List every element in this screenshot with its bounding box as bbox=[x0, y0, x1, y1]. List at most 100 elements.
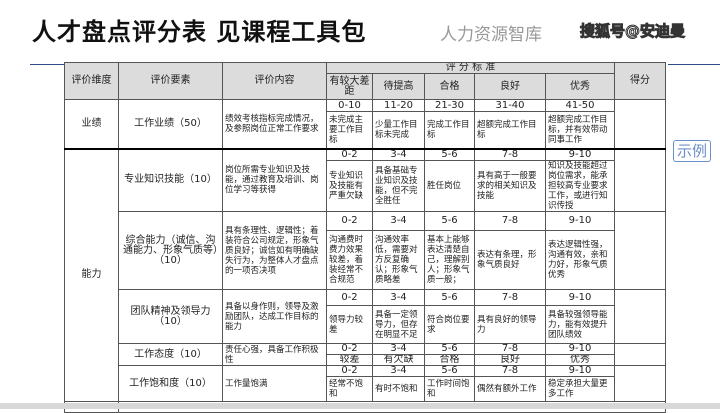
level-description: 表达逻辑性强，沟通有效，亲和力好，形象气质优秀 bbox=[545, 230, 615, 290]
score-range: 0-2 bbox=[326, 211, 373, 231]
score-range: 5-6 bbox=[424, 289, 475, 306]
score-range: 31-40 bbox=[474, 99, 546, 112]
header-level: 合格 bbox=[424, 73, 475, 100]
score-range: 3-4 bbox=[372, 289, 425, 306]
score-range: 3-4 bbox=[372, 365, 425, 377]
score-range: 41-50 bbox=[545, 99, 615, 112]
factor-cell: 工作饱和度（10） bbox=[118, 365, 223, 402]
score-range: 7-8 bbox=[474, 289, 546, 306]
header-standard: 评 分 标 准 bbox=[326, 62, 615, 74]
score-range: 5-6 bbox=[424, 343, 475, 355]
level-description: 合格 bbox=[424, 354, 475, 366]
score-input[interactable] bbox=[614, 365, 666, 402]
score-input[interactable] bbox=[614, 211, 666, 290]
header-score: 得分 bbox=[614, 62, 666, 100]
score-range: 5-6 bbox=[424, 365, 475, 377]
watermark-sohu: 搜狐号@安迪曼 bbox=[579, 22, 686, 41]
level-description: 有欠缺 bbox=[372, 354, 425, 366]
bottom-band bbox=[0, 403, 720, 409]
header-level: 良好 bbox=[474, 73, 546, 100]
score-range: 7-8 bbox=[474, 365, 546, 377]
level-description: 专业知识及技能有严重欠缺 bbox=[326, 160, 373, 212]
score-input[interactable] bbox=[614, 147, 666, 212]
score-range: 5-6 bbox=[424, 147, 475, 161]
level-description: 未完成主要工作目标 bbox=[326, 111, 373, 149]
table-row: 未完成主要工作目标 少量工作目标未完成 完成工作目标 超额完成工作目标 超额完成工作目标… bbox=[65, 111, 666, 149]
score-range: 0-2 bbox=[326, 365, 373, 377]
level-description: 领导力较差 bbox=[326, 305, 373, 344]
score-range: 0-2 bbox=[326, 289, 373, 306]
table-row: 评价维度 评价要素 评价内容评 分 标 准得分 bbox=[64, 62, 666, 100]
level-description: 稳定承担大量更多工作 bbox=[545, 376, 615, 402]
content-cell: 岗位所需专业知识及技能，通过教育及培训、岗位学习等获得 bbox=[222, 147, 327, 212]
title-rule-right bbox=[668, 64, 720, 65]
level-description: 具备一定领导力，但存在明显不足 bbox=[372, 305, 425, 344]
score-range: 21-30 bbox=[424, 99, 475, 112]
level-description: 完成工作目标 bbox=[424, 111, 475, 149]
score-range: 9-10 bbox=[545, 147, 615, 161]
content-cell: 具备以身作则，领导及激励团队，达成工作目标的能力 bbox=[222, 289, 327, 344]
content-cell: 工作量饱满 bbox=[222, 365, 327, 402]
level-description: 超额完成工作目标 bbox=[474, 111, 546, 149]
level-description: 工作时间饱和 bbox=[424, 376, 475, 402]
table-row: 综合能力（诚信、沟通能力、形象气质等）（10） 具有条理性、逻辑性；着装符合公司规… bbox=[65, 211, 666, 290]
table-row: 有较大差距 待提高 合格 良好 优秀 bbox=[65, 73, 666, 100]
header-level: 待提高 bbox=[372, 73, 425, 100]
level-description: 少量工作目标未完成 bbox=[372, 111, 425, 149]
level-description: 具备基础专业知识及技能，但不完全胜任 bbox=[372, 160, 425, 212]
level-description: 良好 bbox=[474, 354, 546, 366]
factor-cell: 团队精神及领导力（10） bbox=[118, 289, 223, 344]
table-row: 业绩 工作业绩（50） 绩效考核指标完成情况，及参照岗位正常工作要求 0-10 11-2… bbox=[64, 99, 666, 149]
level-description: 具有良好的领导力 bbox=[474, 305, 546, 344]
content-cell: 责任心强，具备工作积极性 bbox=[222, 343, 327, 366]
table-row: 工作态度（10） 责任心强，具备工作积极性 0-2 3-4 5-6 7-8 9-10 bbox=[65, 343, 666, 366]
header-dimension: 评价维度 bbox=[64, 62, 119, 100]
factor-cell: 工作态度（10） bbox=[118, 343, 223, 366]
score-range: 0-2 bbox=[326, 343, 373, 355]
table-row: 工作饱和度（10） 工作量饱满 0-2 3-4 5-6 7-8 9-10 bbox=[65, 365, 666, 402]
score-range: 9-10 bbox=[545, 289, 615, 306]
score-range: 0-10 bbox=[326, 99, 373, 112]
level-description: 沟通费时费力效果较差，着装经常不合规范 bbox=[326, 230, 373, 290]
content-cell: 具有条理性、逻辑性；着装符合公司规定，形象气质良好；诚信如有明确缺失行为，为整体… bbox=[222, 211, 327, 290]
title-rule-left bbox=[30, 64, 66, 65]
score-range: 9-10 bbox=[545, 343, 615, 355]
score-range: 9-10 bbox=[545, 365, 615, 377]
score-range: 7-8 bbox=[474, 211, 546, 231]
dimension-cell: 能力 bbox=[64, 147, 119, 402]
table-row: 团队精神及领导力（10） 具备以身作则，领导及激励团队，达成工作目标的能力 0-2 3… bbox=[65, 289, 666, 344]
level-description: 经常不饱和 bbox=[326, 376, 373, 402]
score-input[interactable] bbox=[614, 343, 666, 366]
score-range: 3-4 bbox=[372, 211, 425, 231]
level-description: 优秀 bbox=[545, 354, 615, 366]
table-row: 能力 专业知识技能（10） 岗位所需专业知识及技能，通过教育及培训、岗位学习等获得 0… bbox=[64, 147, 666, 402]
level-description: 符合岗位要求 bbox=[424, 305, 475, 344]
score-range: 7-8 bbox=[474, 147, 546, 161]
level-description: 胜任岗位 bbox=[424, 160, 475, 212]
level-description: 有时不饱和 bbox=[372, 376, 425, 402]
score-range: 0-2 bbox=[326, 147, 373, 161]
example-stamp: 示例 bbox=[673, 140, 711, 162]
factor-cell: 专业知识技能（10） bbox=[118, 147, 223, 212]
level-description: 知识及技能超过岗位需求，能承担较高专业要求工作，或进行知识传授 bbox=[545, 160, 615, 212]
watermark: 人力资源智库 bbox=[440, 25, 542, 45]
evaluation-table: 评价维度 评价要素 评价内容评 分 标 准得分 有较大差距 待提高 合格 良好 优秀 业绩 工作业… bbox=[64, 62, 666, 413]
content-cell: 绩效考核指标完成情况，及参照岗位正常工作要求 bbox=[222, 99, 327, 149]
score-input[interactable] bbox=[614, 289, 666, 344]
dimension-cell: 业绩 bbox=[64, 99, 119, 149]
page-title: 人才盘点评分表 见课程工具包 bbox=[32, 18, 367, 46]
level-description: 较差 bbox=[326, 354, 373, 366]
score-range: 3-4 bbox=[372, 343, 425, 355]
level-description: 偶然有额外工作 bbox=[474, 376, 546, 402]
level-description: 超额完成工作目标，并有效带动同事工作 bbox=[545, 111, 615, 149]
level-description: 表达有条理，形象气质良好 bbox=[474, 230, 546, 290]
header-level: 有较大差距 bbox=[326, 73, 373, 100]
level-description: 具有高于一般要求的相关知识及技能 bbox=[474, 160, 546, 212]
score-range: 3-4 bbox=[372, 147, 425, 161]
score-range: 7-8 bbox=[474, 343, 546, 355]
level-description: 具备较强领导能力，能有效提升团队绩效 bbox=[545, 305, 615, 344]
table-row: 专业知识及技能有严重欠缺 具备基础专业知识及技能，但不完全胜任 胜任岗位 具有高于一般… bbox=[65, 160, 666, 212]
header-level: 优秀 bbox=[545, 73, 615, 100]
score-input[interactable] bbox=[614, 99, 666, 149]
score-range: 11-20 bbox=[372, 99, 425, 112]
